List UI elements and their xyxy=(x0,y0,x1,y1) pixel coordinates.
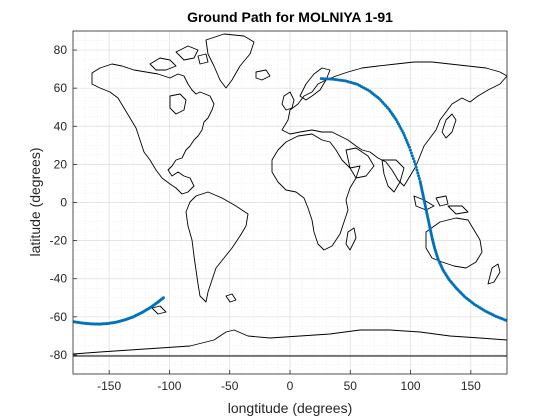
y-tick-label: 20 xyxy=(54,157,68,171)
coastline-madagascar xyxy=(345,227,357,251)
track-point xyxy=(416,171,420,175)
coastline-eurasia-africa xyxy=(271,133,361,251)
coastline-map xyxy=(73,33,507,357)
track-point xyxy=(402,133,406,137)
track-point xyxy=(403,136,407,140)
track-point xyxy=(408,148,412,152)
axis-ticks: -150 -100 -50 0 50 100 150 -80 -60 -40 -20 0 20 40 60 8… xyxy=(50,43,482,393)
coastline-japan xyxy=(441,113,457,139)
y-axis-label: latitude (degrees) xyxy=(27,148,43,257)
coastline-north-america xyxy=(91,63,215,195)
track-point xyxy=(417,174,421,178)
y-tick-label: 40 xyxy=(54,119,68,133)
coastline-europe-asia xyxy=(281,61,507,187)
track-point xyxy=(411,157,415,161)
coastline-australia xyxy=(425,217,483,269)
track-point xyxy=(161,296,165,300)
coastline-india xyxy=(381,159,405,193)
coastline-arctic-islands xyxy=(149,45,209,71)
ground-track xyxy=(73,77,507,326)
x-tick-label: 100 xyxy=(401,379,421,393)
track-point xyxy=(409,151,413,155)
coastline-iceland xyxy=(255,69,271,81)
coastline-hudson-bay xyxy=(169,93,187,115)
track-point xyxy=(401,131,405,135)
track-point xyxy=(414,165,418,169)
track-point xyxy=(400,129,404,133)
y-tick-label: -20 xyxy=(50,234,68,248)
coastline-greenland xyxy=(205,33,255,89)
y-tick-label: -80 xyxy=(50,348,68,362)
track-point xyxy=(417,177,421,181)
x-tick-label: 150 xyxy=(461,379,481,393)
track-point xyxy=(410,154,414,158)
track-point xyxy=(406,143,410,147)
track-point xyxy=(398,124,402,128)
track-point xyxy=(413,162,417,166)
y-tick-label: 0 xyxy=(60,196,67,210)
track-point xyxy=(407,145,411,149)
track-point xyxy=(395,120,399,124)
coastline-scandinavia xyxy=(299,67,331,101)
track-point xyxy=(394,118,398,122)
x-tick-label: -100 xyxy=(157,379,181,393)
x-tick-label: 0 xyxy=(287,379,294,393)
coastline-uk xyxy=(281,91,295,111)
track-point xyxy=(412,160,416,164)
track-point xyxy=(397,122,400,126)
x-axis-label: longtitude (degrees) xyxy=(228,400,353,416)
chart-title: Ground Path for MOLNIYA 1-91 xyxy=(187,9,393,25)
x-tick-label: -150 xyxy=(97,379,121,393)
y-tick-label: -40 xyxy=(50,272,68,286)
coastline-south-america xyxy=(185,191,249,303)
coastline-arabia xyxy=(345,147,375,179)
coastline-new-zealand xyxy=(487,263,501,285)
x-tick-label: 50 xyxy=(344,379,358,393)
track-point xyxy=(404,138,408,142)
y-tick-label: -60 xyxy=(50,310,68,324)
y-tick-label: 80 xyxy=(54,43,68,57)
x-tick-label: -50 xyxy=(221,379,239,393)
coastline-indonesia xyxy=(413,195,469,215)
track-point xyxy=(415,168,419,172)
coastline-antarctica xyxy=(73,329,507,357)
coastline-antarctic-islands xyxy=(151,293,237,315)
track-point xyxy=(399,127,403,131)
y-tick-label: 60 xyxy=(54,81,68,95)
track-point xyxy=(405,140,409,144)
